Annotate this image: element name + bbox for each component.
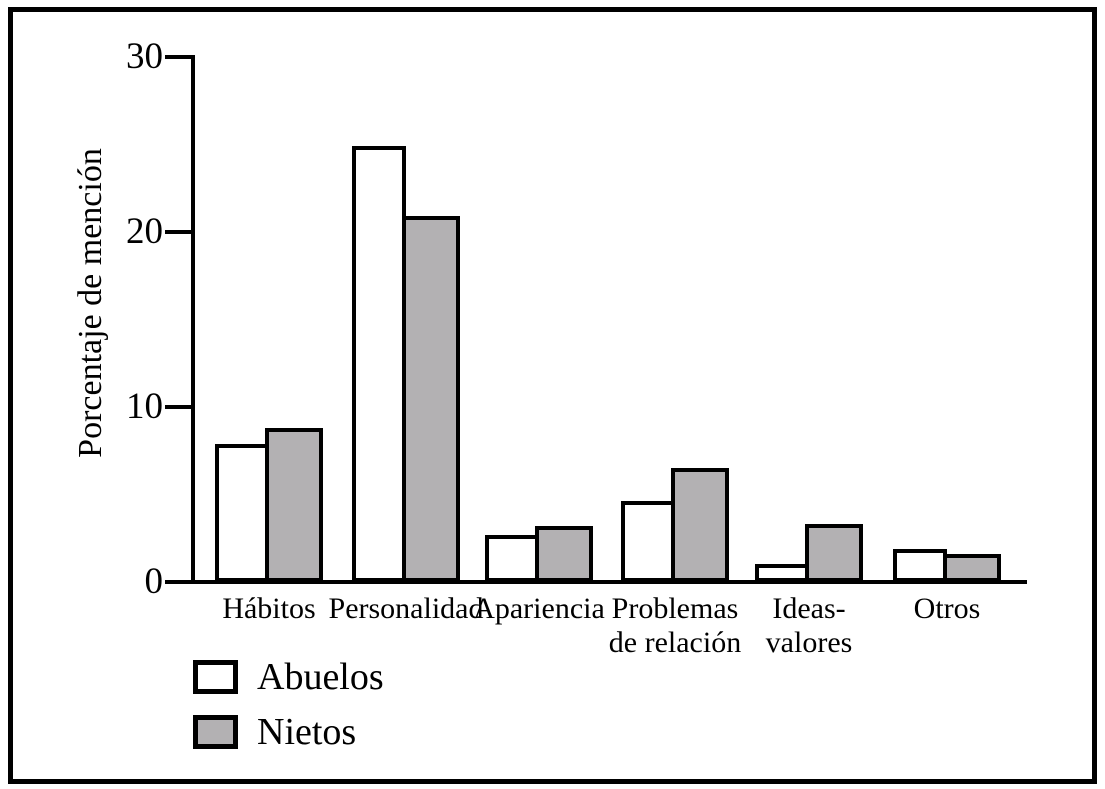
legend-item-nietos: Nietos xyxy=(193,712,384,752)
y-tick-30 xyxy=(165,55,193,59)
category-label-3: Apariencia xyxy=(473,592,605,625)
category-label-2: Personalidad xyxy=(328,592,484,625)
figure-border-frame xyxy=(8,7,1097,784)
bar-nietos-6 xyxy=(943,554,1001,582)
bar-nietos-3 xyxy=(535,526,593,582)
bar-abuelos-4 xyxy=(621,501,675,582)
bar-abuelos-2 xyxy=(352,146,406,582)
y-tick-label-20: 20 xyxy=(126,211,163,252)
legend-item-abuelos: Abuelos xyxy=(193,657,384,697)
legend: Abuelos Nietos xyxy=(193,657,384,767)
legend-label-nietos: Nietos xyxy=(257,711,357,753)
y-axis-title: Porcentaje de mención xyxy=(72,148,109,458)
x-axis-line xyxy=(165,580,1027,584)
bar-abuelos-3 xyxy=(485,535,539,582)
y-tick-10 xyxy=(165,405,193,409)
category-label-5: Ideas- valores xyxy=(765,592,853,659)
y-tick-label-10: 10 xyxy=(126,386,163,427)
category-label-4: Problemas de relación xyxy=(608,592,742,659)
legend-swatch-nietos-icon xyxy=(193,715,238,749)
category-label-6: Otros xyxy=(913,592,981,625)
y-tick-label-30: 30 xyxy=(126,36,163,77)
y-tick-20 xyxy=(165,230,193,234)
category-label-1: Hábitos xyxy=(222,592,316,625)
y-tick-label-0: 0 xyxy=(144,561,164,602)
legend-swatch-abuelos-icon xyxy=(193,660,238,694)
bar-abuelos-1 xyxy=(215,444,269,582)
bar-nietos-1 xyxy=(265,428,323,582)
bar-nietos-2 xyxy=(402,216,460,582)
bar-nietos-4 xyxy=(671,468,729,582)
bar-abuelos-6 xyxy=(893,549,947,582)
y-axis-line xyxy=(191,55,195,584)
bar-abuelos-5 xyxy=(755,564,809,582)
legend-label-abuelos: Abuelos xyxy=(257,656,384,698)
bar-nietos-5 xyxy=(805,524,863,582)
